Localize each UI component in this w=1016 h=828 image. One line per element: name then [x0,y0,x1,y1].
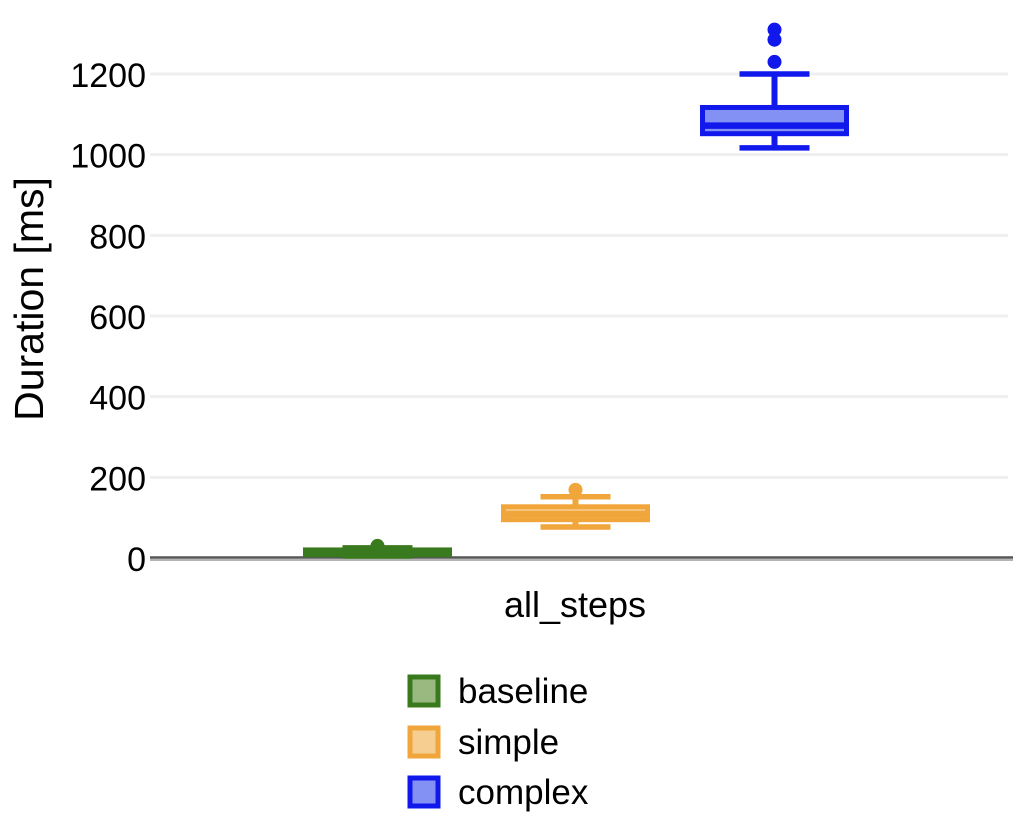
y-tick-label-1000: 1000 [70,138,146,176]
legend-swatch-simple-icon [407,725,441,759]
legend-item-complex: complex [407,773,589,812]
legend-item-simple: simple [407,723,559,762]
legend-label-simple: simple [458,723,559,762]
plot-area [150,22,1013,561]
outlier-complex [767,32,782,47]
y-tick-label-200: 200 [89,460,146,498]
y-tick-label-400: 400 [89,380,146,418]
legend: baseline simple complex [407,672,589,812]
legend-swatch-complex-icon [407,775,441,809]
outlier-complex [767,22,782,37]
x-axis-category-label: all_steps [504,584,646,625]
outlier-simple [568,482,583,497]
legend-label-complex: complex [458,773,589,812]
legend-label-baseline: baseline [458,672,588,711]
outlier-baseline [370,538,385,553]
y-axis-tick-labels: 0 200 400 600 800 1000 1200 [70,57,146,579]
legend-swatch-baseline-icon [407,674,441,708]
y-tick-label-1200: 1200 [70,57,146,95]
y-tick-label-800: 800 [89,218,146,256]
box-complex [700,104,849,137]
y-tick-label-600: 600 [89,299,146,337]
outlier-complex [767,54,782,69]
legend-item-baseline: baseline [407,672,588,711]
y-axis-title: Duration [ms] [6,177,52,421]
y-tick-label-0: 0 [127,541,146,579]
